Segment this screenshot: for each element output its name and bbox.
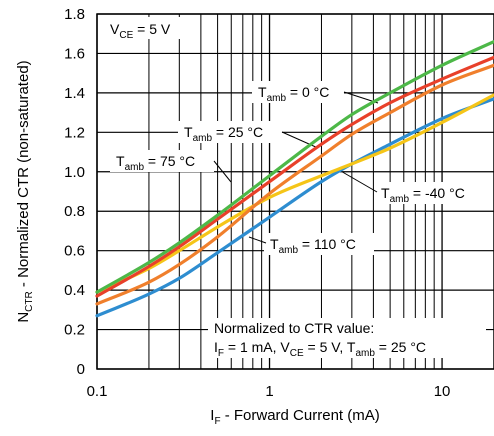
leader-tamb-75 — [213, 160, 232, 183]
x-tick-label: 10 — [434, 383, 451, 400]
x-tick-label: 1 — [265, 383, 273, 400]
annotations: IF - Forward Current (mA) NCTR - Normaliz… — [15, 21, 465, 427]
series-label-75c: Tamb = 75 °C — [116, 153, 195, 173]
y-tick-label: 1.8 — [64, 6, 85, 23]
y-tick-label: 0.2 — [64, 322, 85, 339]
y-axis-title: NCTR - Normalized CTR (non-saturated) — [15, 60, 35, 322]
x-tick-label: 0.1 — [87, 383, 108, 400]
series-line — [95, 97, 494, 318]
y-tick-label: 0.8 — [64, 203, 85, 220]
y-tick-label: 1.4 — [64, 85, 85, 102]
condition-label: VCE = 5 V — [110, 21, 171, 41]
series-line — [95, 40, 494, 294]
leader-tamb-neg40 — [338, 169, 378, 193]
box-tamb-neg40 — [375, 182, 487, 204]
box-condition — [103, 17, 189, 39]
box-tamb-25 — [178, 121, 282, 143]
series-label-25c: Tamb = 25 °C — [184, 124, 263, 144]
note-line-2: IF = 1 mA, VCE = 5 V, Tamb = 25 °C — [214, 339, 426, 359]
series-line — [95, 63, 494, 306]
note-line-1: Normalized to CTR value: — [214, 320, 374, 336]
x-axis-title: IF - Forward Current (mA) — [210, 407, 379, 427]
series-label-110c: Tamb = 110 °C — [270, 236, 356, 256]
y-tick-label: 0.4 — [64, 282, 85, 299]
box-note — [208, 318, 486, 358]
series-lines — [95, 40, 494, 318]
y-tick-label: 1.2 — [64, 124, 85, 141]
label-boxes — [103, 17, 487, 358]
leader-tamb-110 — [248, 236, 267, 244]
y-tick-label: 1.6 — [64, 45, 85, 62]
box-tamb-0 — [252, 81, 344, 103]
leader-tamb-25 — [281, 131, 319, 149]
series-line — [95, 55, 494, 298]
box-tamb-110 — [264, 233, 374, 255]
y-tick-label: 0.6 — [64, 243, 85, 260]
series-label-neg40c: Tamb = -40 °C — [381, 185, 465, 205]
y-tick-label: 0 — [77, 361, 85, 378]
box-tamb-75 — [110, 150, 214, 172]
tick-labels: 0 0.2 0.4 0.6 0.8 1.0 1.2 1.4 1.6 1.8 0.1 1 10 — [64, 6, 450, 400]
series-label-0c: Tamb = 0 °C — [258, 84, 329, 104]
plot-frame — [96, 13, 494, 370]
y-tick-label: 1.0 — [64, 164, 85, 181]
series-line — [95, 93, 494, 294]
